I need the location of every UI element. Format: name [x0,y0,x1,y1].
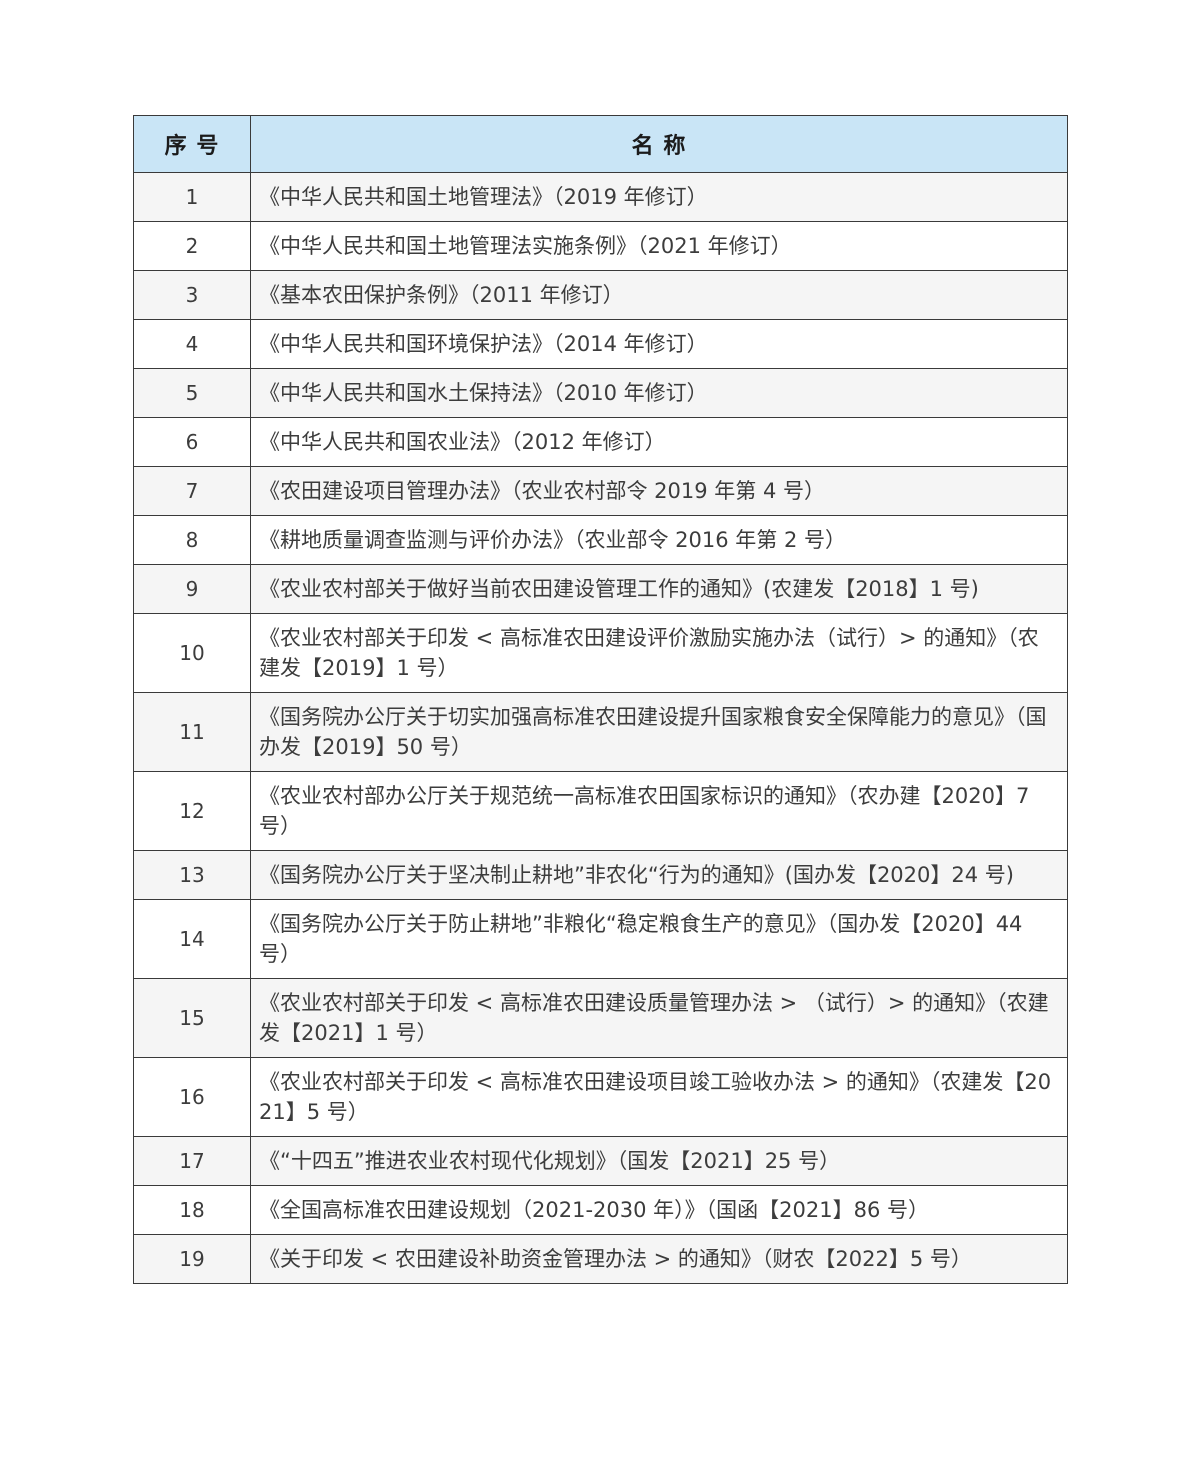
row-name-cell: 《耕地质量调查监测与评价办法》（农业部令 2016 年第 2 号） [250,515,1068,565]
table-row: 2 《中华人民共和国土地管理法实施条例》（2021 年修订） [133,221,1068,271]
row-number-cell: 18 [133,1185,251,1235]
row-name-cell: 《国务院办公厅关于切实加强高标准农田建设提升国家粮食安全保障能力的意见》（国办发… [250,692,1068,772]
table-header: 序 号 名 称 [133,115,1068,173]
row-number-cell: 12 [133,771,251,851]
table-row: 4 《中华人民共和国环境保护法》（2014 年修订） [133,319,1068,369]
regulations-table: 序 号 名 称 1 《中华人民共和国土地管理法》（2019 年修订） 2 《中华… [133,115,1068,1284]
table-body: 1 《中华人民共和国土地管理法》（2019 年修订） 2 《中华人民共和国土地管… [133,172,1068,1284]
row-number-cell: 1 [133,172,251,222]
row-name-cell: 《“十四五”推进农业农村现代化规划》（国发【2021】25 号） [250,1136,1068,1186]
row-number-cell: 19 [133,1234,251,1284]
table-row: 16 《农业农村部关于印发 < 高标准农田建设项目竣工验收办法 > 的通知》（农… [133,1057,1068,1137]
row-number-cell: 3 [133,270,251,320]
row-name-cell: 《中华人民共和国环境保护法》（2014 年修订） [250,319,1068,369]
row-number-cell: 10 [133,613,251,693]
row-number-cell: 9 [133,564,251,614]
row-number-cell: 15 [133,978,251,1058]
row-name-cell: 《中华人民共和国土地管理法实施条例》（2021 年修订） [250,221,1068,271]
table-row: 10 《农业农村部关于印发 < 高标准农田建设评价激励实施办法（试行）> 的通知… [133,613,1068,693]
row-name-cell: 《农业农村部关于印发 < 高标准农田建设评价激励实施办法（试行）> 的通知》（农… [250,613,1068,693]
table-row: 12 《农业农村部办公厅关于规范统一高标准农田国家标识的通知》（农办建【2020… [133,771,1068,851]
table-row: 5 《中华人民共和国水土保持法》（2010 年修订） [133,368,1068,418]
table-row: 18 《全国高标准农田建设规划（2021-2030 年）》（国函【2021】86… [133,1185,1068,1235]
row-number-cell: 17 [133,1136,251,1186]
row-number-cell: 11 [133,692,251,772]
table-row: 1 《中华人民共和国土地管理法》（2019 年修订） [133,172,1068,222]
table-row: 15 《农业农村部关于印发 < 高标准农田建设质量管理办法 > （试行）> 的通… [133,978,1068,1058]
row-name-cell: 《全国高标准农田建设规划（2021-2030 年）》（国函【2021】86 号） [250,1185,1068,1235]
row-name-cell: 《关于印发 < 农田建设补助资金管理办法 > 的通知》（财农【2022】5 号） [250,1234,1068,1284]
row-number-cell: 16 [133,1057,251,1137]
row-name-cell: 《国务院办公厅关于坚决制止耕地”非农化“行为的通知》(国办发【2020】24 号… [250,850,1068,900]
row-name-cell: 《基本农田保护条例》（2011 年修订） [250,270,1068,320]
row-number-cell: 13 [133,850,251,900]
table-row: 13 《国务院办公厅关于坚决制止耕地”非农化“行为的通知》(国办发【2020】2… [133,850,1068,900]
table-row: 9 《农业农村部关于做好当前农田建设管理工作的通知》(农建发【2018】1 号) [133,564,1068,614]
row-number-cell: 7 [133,466,251,516]
table-row: 8 《耕地质量调查监测与评价办法》（农业部令 2016 年第 2 号） [133,515,1068,565]
row-number-cell: 2 [133,221,251,271]
table-row: 19 《关于印发 < 农田建设补助资金管理办法 > 的通知》（财农【2022】5… [133,1234,1068,1284]
row-number-cell: 14 [133,899,251,979]
table-row: 7 《农田建设项目管理办法》（农业农村部令 2019 年第 4 号） [133,466,1068,516]
header-row: 序 号 名 称 [133,115,1068,173]
row-name-cell: 《国务院办公厅关于防止耕地”非粮化“稳定粮食生产的意见》（国办发【2020】44… [250,899,1068,979]
row-number-cell: 6 [133,417,251,467]
row-number-cell: 4 [133,319,251,369]
header-cell-number: 序 号 [133,115,251,173]
row-name-cell: 《农业农村部关于印发 < 高标准农田建设质量管理办法 > （试行）> 的通知》（… [250,978,1068,1058]
table-row: 17 《“十四五”推进农业农村现代化规划》（国发【2021】25 号） [133,1136,1068,1186]
row-name-cell: 《农业农村部关于印发 < 高标准农田建设项目竣工验收办法 > 的通知》（农建发【… [250,1057,1068,1137]
row-name-cell: 《中华人民共和国土地管理法》（2019 年修订） [250,172,1068,222]
table-row: 11 《国务院办公厅关于切实加强高标准农田建设提升国家粮食安全保障能力的意见》（… [133,692,1068,772]
table-row: 3 《基本农田保护条例》（2011 年修订） [133,270,1068,320]
row-name-cell: 《农田建设项目管理办法》（农业农村部令 2019 年第 4 号） [250,466,1068,516]
row-number-cell: 5 [133,368,251,418]
row-name-cell: 《中华人民共和国水土保持法》（2010 年修订） [250,368,1068,418]
row-name-cell: 《农业农村部关于做好当前农田建设管理工作的通知》(农建发【2018】1 号) [250,564,1068,614]
table-row: 6 《中华人民共和国农业法》（2012 年修订） [133,417,1068,467]
row-name-cell: 《农业农村部办公厅关于规范统一高标准农田国家标识的通知》（农办建【2020】7 … [250,771,1068,851]
row-name-cell: 《中华人民共和国农业法》（2012 年修订） [250,417,1068,467]
header-cell-name: 名 称 [250,115,1068,173]
table-row: 14 《国务院办公厅关于防止耕地”非粮化“稳定粮食生产的意见》（国办发【2020… [133,899,1068,979]
row-number-cell: 8 [133,515,251,565]
